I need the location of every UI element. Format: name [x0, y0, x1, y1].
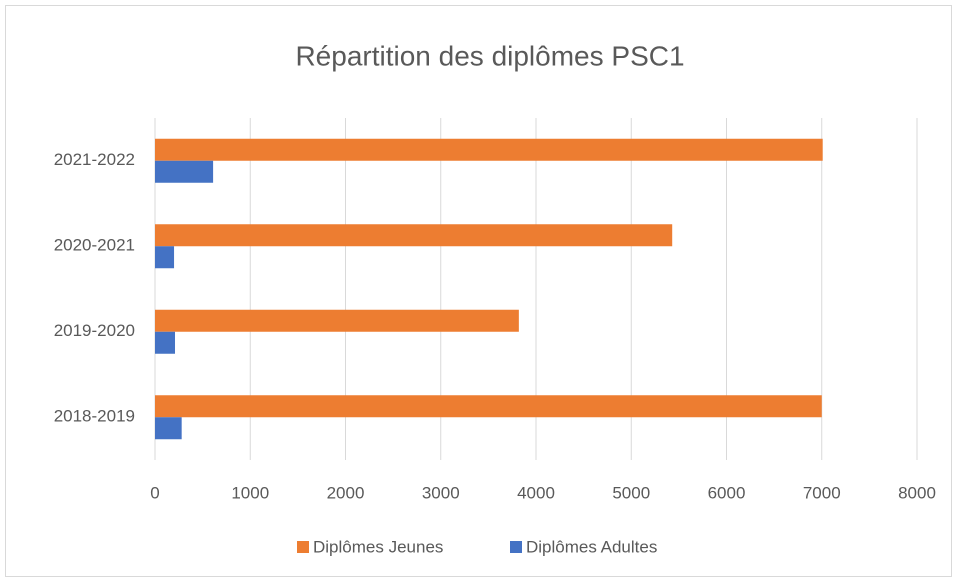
bar [155, 395, 822, 418]
chart-border [5, 5, 952, 577]
legend-swatch [297, 541, 309, 553]
bar [155, 224, 673, 247]
bar [155, 417, 182, 440]
bar [155, 331, 176, 354]
x-tick-label: 2000 [327, 483, 365, 502]
x-tick-label: 3000 [422, 483, 460, 502]
legend-swatch [510, 541, 522, 553]
bar [155, 138, 823, 161]
x-tick-label: 0 [150, 483, 159, 502]
bar [155, 309, 519, 332]
x-tick-label: 7000 [803, 483, 841, 502]
bar [155, 160, 214, 183]
x-tick-label: 6000 [708, 483, 746, 502]
x-tick-label: 1000 [231, 483, 269, 502]
legend-label: Diplômes Adultes [526, 537, 657, 556]
y-tick-label: 2020-2021 [54, 236, 135, 255]
y-tick-label: 2018-2019 [54, 407, 135, 426]
y-tick-label: 2019-2020 [54, 321, 135, 340]
x-tick-label: 4000 [517, 483, 555, 502]
x-tick-label: 5000 [612, 483, 650, 502]
bar [155, 246, 175, 269]
legend-label: Diplômes Jeunes [313, 537, 443, 556]
y-tick-label: 2021-2022 [54, 150, 135, 169]
x-tick-label: 8000 [898, 483, 936, 502]
chart-title: Répartition des diplômes PSC1 [295, 40, 684, 71]
